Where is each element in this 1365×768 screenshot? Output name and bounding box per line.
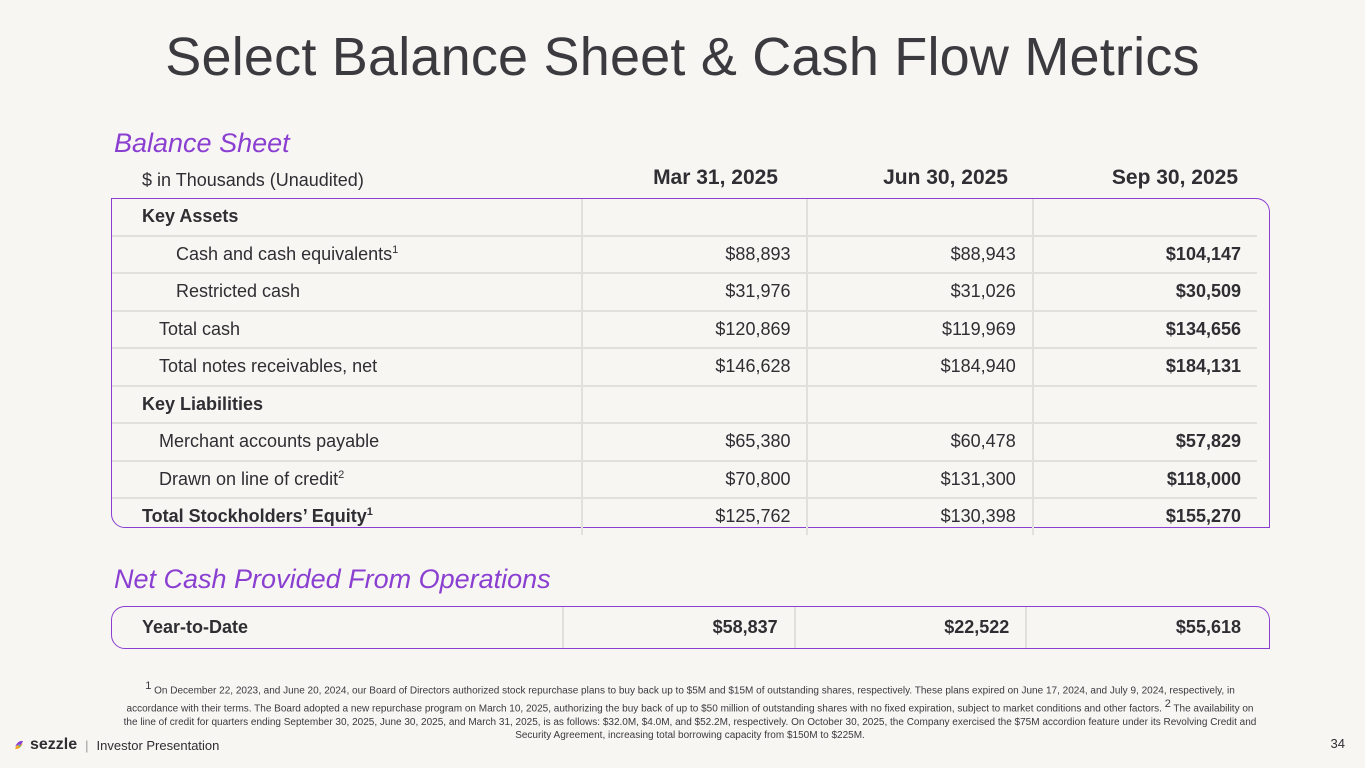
- brand-logo: sezzle: [30, 736, 78, 753]
- table-row: Key Assets: [112, 199, 1257, 237]
- cash-flow-title: Net Cash Provided From Operations: [114, 564, 551, 594]
- table-row: Key Liabilities: [112, 385, 1257, 424]
- cell-value: $55,618: [1025, 607, 1257, 648]
- row-label: Year-to-Date: [142, 617, 249, 637]
- cell-value: $184,940: [806, 348, 1033, 387]
- cell-value: $184,131: [1031, 348, 1257, 387]
- cell-value: $22,522: [793, 607, 1027, 648]
- unit-label: $ in Thousands (Unaudited): [142, 170, 364, 190]
- row-label: Restricted cash: [112, 273, 583, 312]
- cash-flow-table-box: Year-to-Date $58,837 $22,522 $55,618: [111, 606, 1270, 649]
- balance-sheet-title: Balance Sheet: [114, 128, 290, 158]
- cash-flow-table: Year-to-Date $58,837 $22,522 $55,618: [112, 607, 1257, 648]
- balance-sheet-table-box: Key Assets Cash and cash equivalents1 $8…: [111, 198, 1270, 535]
- table-row: Restricted cash $31,976 $31,026 $30,509: [112, 273, 1257, 312]
- cell-value: $57,829: [1031, 423, 1257, 462]
- column-header-jun: Jun 30, 2025: [883, 166, 1008, 189]
- table-row: Merchant accounts payable $65,380 $60,47…: [112, 423, 1257, 462]
- cell-value: $134,656: [1031, 310, 1257, 349]
- row-label: Drawn on line of credit2: [112, 460, 583, 499]
- page-title: Select Balance Sheet & Cash Flow Metrics: [165, 27, 1200, 87]
- footer-separator: |: [85, 737, 89, 753]
- table-header: $ in Thousands (Unaudited) Mar 31, 2025 …: [114, 166, 1256, 196]
- cell-value: $118,000: [1031, 460, 1257, 499]
- slide: Select Balance Sheet & Cash Flow Metrics…: [8, 8, 1357, 760]
- table-row: Total notes receivables, net $146,628 $1…: [112, 348, 1257, 387]
- cell-value: $125,762: [581, 498, 808, 535]
- footer-label: Investor Presentation: [96, 737, 220, 753]
- cell-value: $130,398: [806, 498, 1033, 535]
- table-row: Total Stockholders’ Equity1 $125,762 $13…: [112, 498, 1257, 535]
- table-row: Year-to-Date $58,837 $22,522 $55,618: [112, 607, 1257, 648]
- cell-value: $58,837: [562, 607, 795, 648]
- table-row: Drawn on line of credit2 $70,800 $131,30…: [112, 460, 1257, 499]
- row-label: Cash and cash equivalents1: [112, 235, 583, 274]
- cell-value: $146,628: [581, 348, 808, 387]
- cell-value: $30,509: [1031, 273, 1257, 312]
- sezzle-logo-icon: [15, 740, 23, 750]
- balance-sheet-table: Key Assets Cash and cash equivalents1 $8…: [112, 199, 1257, 535]
- cell-value: $31,976: [581, 273, 808, 312]
- column-header-sep: Sep 30, 2025: [1111, 166, 1238, 189]
- row-label: Total cash: [112, 310, 583, 349]
- table-row: Cash and cash equivalents1 $88,893 $88,9…: [112, 235, 1257, 274]
- cell-value: $88,893: [581, 235, 808, 274]
- cell-value: $120,869: [581, 310, 808, 349]
- cell-value: $88,943: [806, 235, 1033, 274]
- cell-value: $119,969: [806, 310, 1033, 349]
- footnote: 1 On December 22, 2023, and June 20, 202…: [123, 680, 1257, 742]
- page-number: 34: [1330, 736, 1345, 751]
- cell-value: $60,478: [806, 423, 1033, 462]
- row-label: Merchant accounts payable: [112, 423, 583, 462]
- cell-value: $31,026: [806, 273, 1033, 312]
- cell-value: $131,300: [806, 460, 1033, 499]
- row-label: Total notes receivables, net: [112, 348, 583, 387]
- cell-value: $104,147: [1031, 235, 1257, 274]
- cell-value: $65,380: [581, 423, 808, 462]
- row-label: Total Stockholders’ Equity1: [142, 506, 373, 527]
- table-row: Total cash $120,869 $119,969 $134,656: [112, 310, 1257, 349]
- footer: sezzle | Investor Presentation: [12, 736, 219, 754]
- cell-value: $155,270: [1031, 498, 1257, 535]
- row-label: Key Assets: [112, 199, 583, 237]
- cell-value: $70,800: [581, 460, 808, 499]
- row-label: Key Liabilities: [112, 385, 583, 424]
- column-header-mar: Mar 31, 2025: [653, 166, 778, 189]
